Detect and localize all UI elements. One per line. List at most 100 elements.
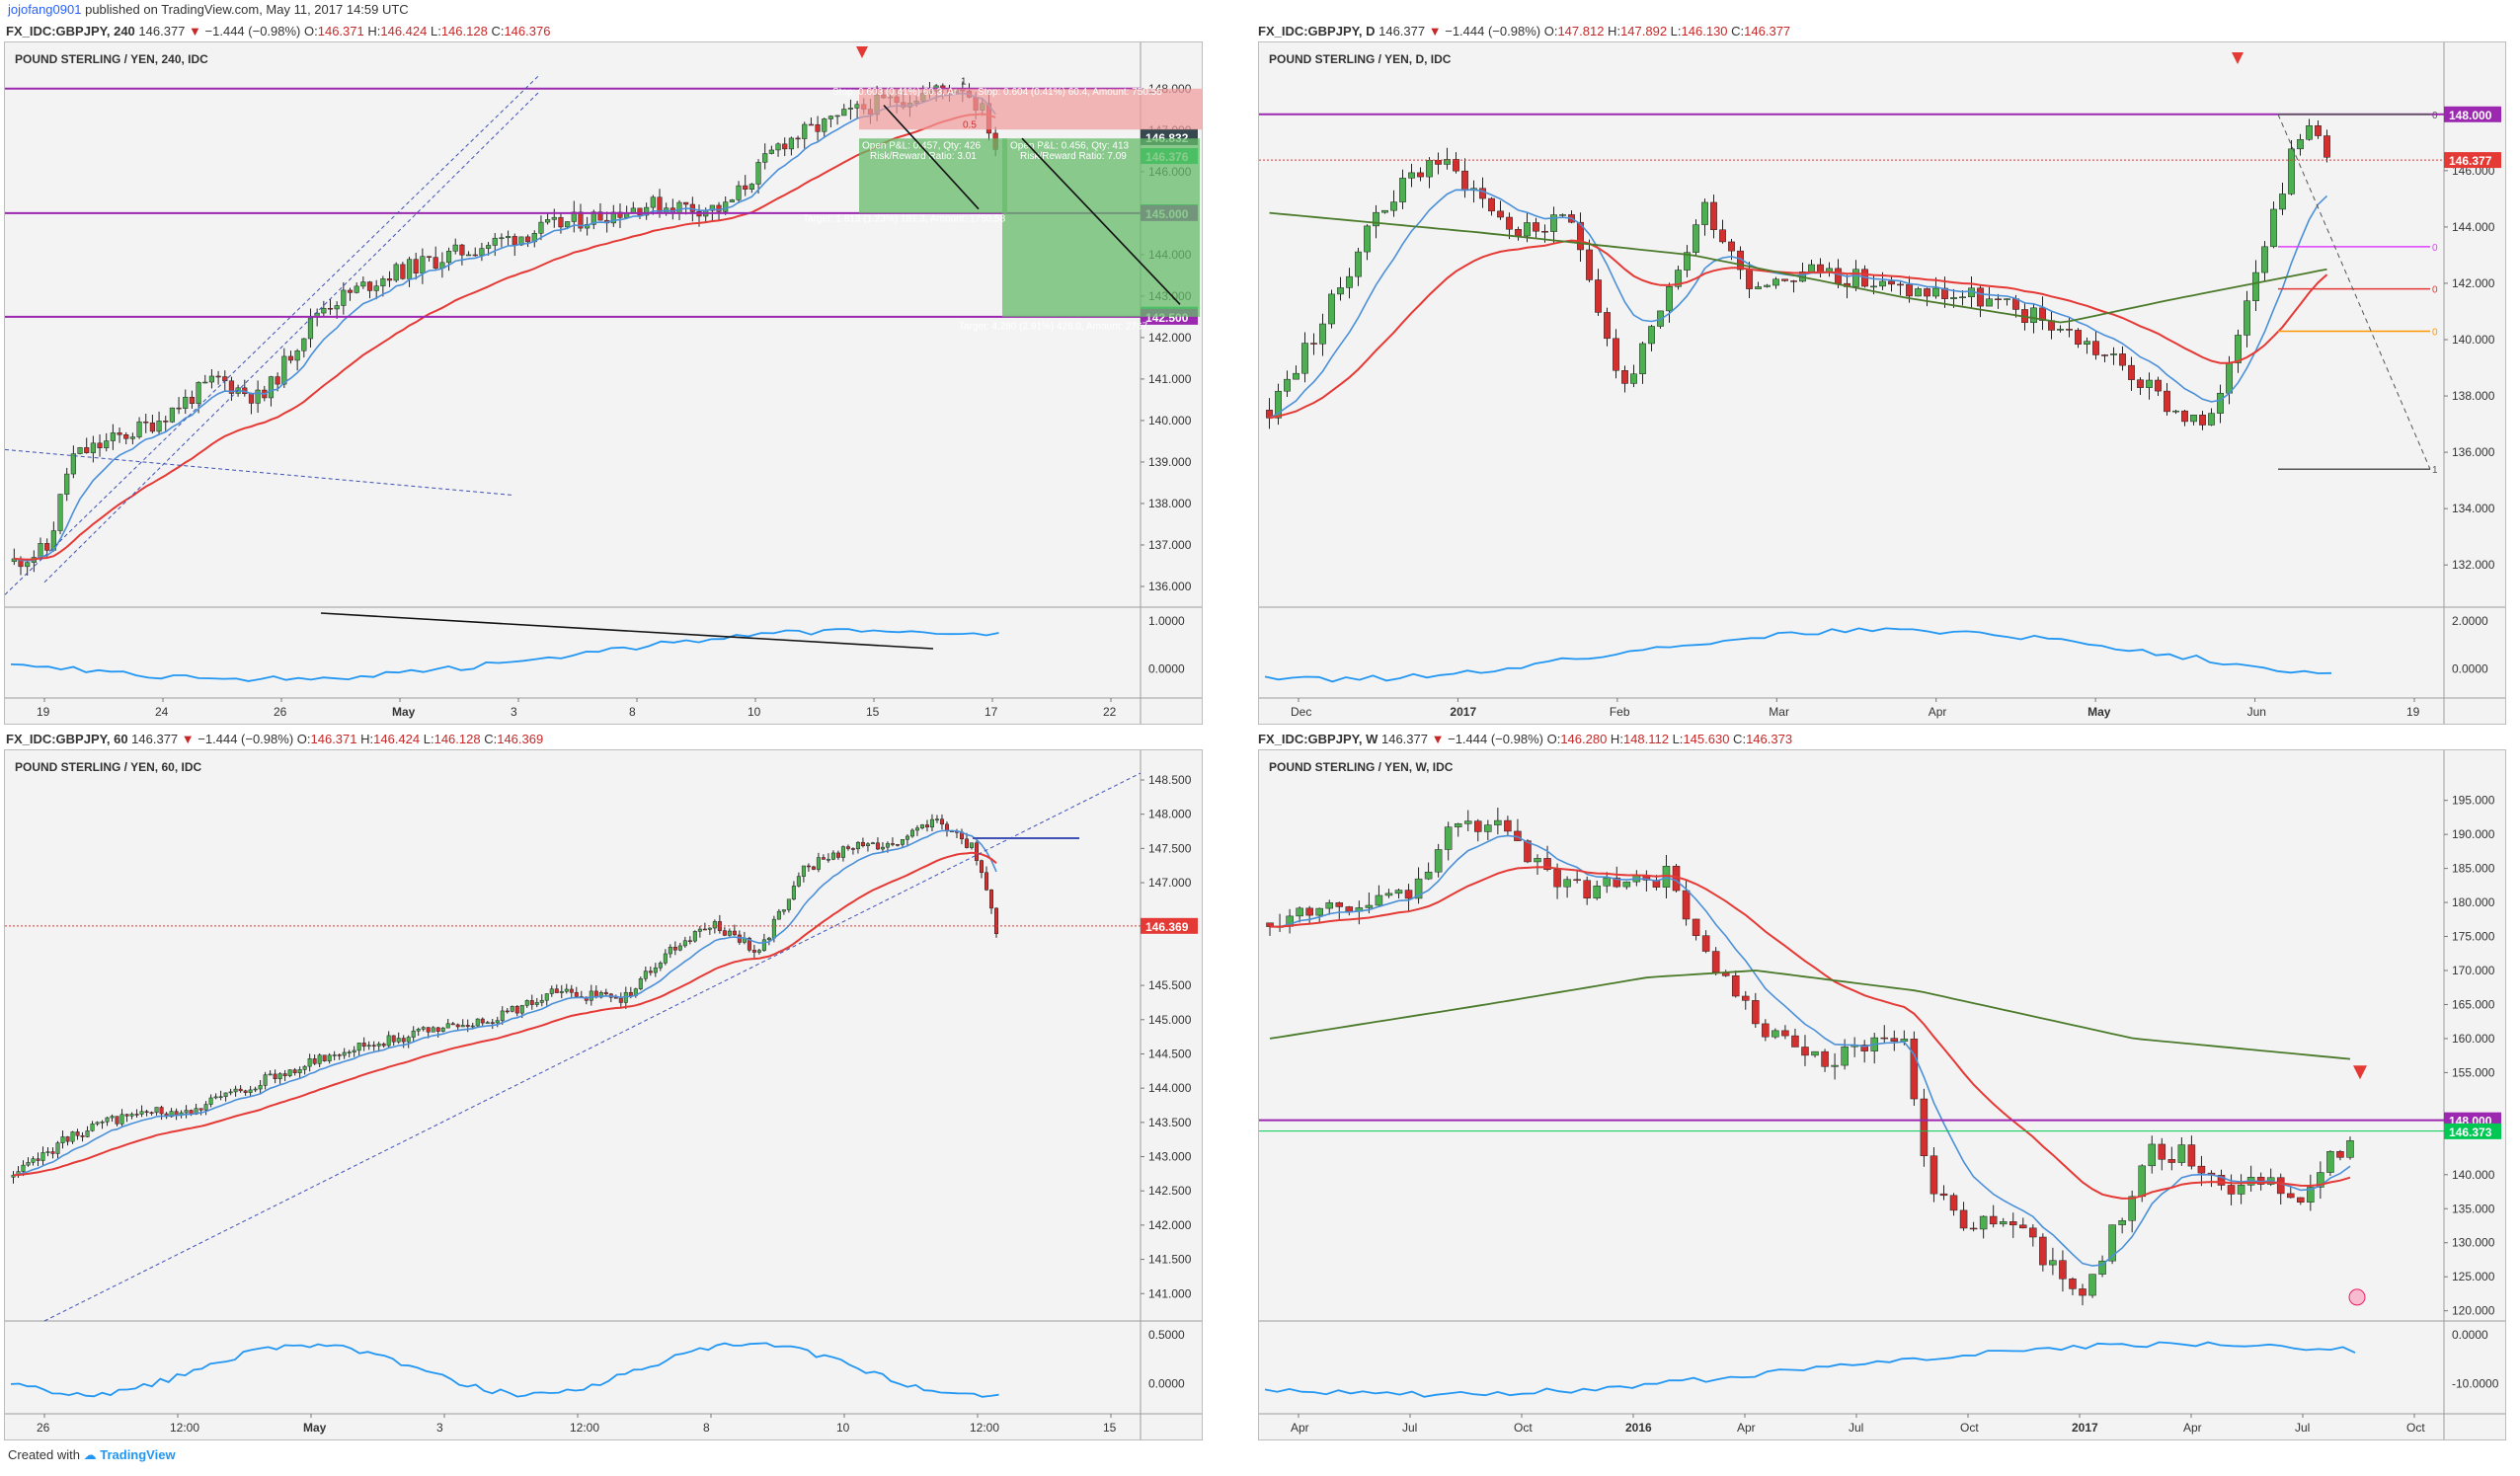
candle — [781, 909, 786, 912]
candle — [845, 846, 850, 849]
candle — [1711, 951, 1720, 972]
candle — [44, 543, 50, 551]
candle — [2039, 1236, 2047, 1266]
candle — [1746, 269, 1753, 289]
candle — [301, 338, 307, 351]
candle — [90, 1124, 95, 1131]
candle — [213, 1096, 218, 1099]
candle — [653, 967, 658, 973]
candle — [1762, 1023, 1770, 1038]
author-link[interactable]: jojofang0901 — [8, 2, 82, 17]
y-tick-label: 170.000 — [2452, 964, 2495, 977]
x-tick-label: Mar — [1769, 705, 1789, 719]
candle — [525, 236, 531, 243]
x-tick-label: May — [392, 705, 416, 719]
candle — [1613, 877, 1621, 888]
candle — [854, 104, 860, 109]
ema-fast-line — [1270, 834, 2351, 1267]
candle — [1364, 225, 1371, 253]
y-tick-label: 185.000 — [2452, 862, 2495, 876]
chart-panel-240[interactable]: POUND STERLING / YEN, 240, IDC 148.000 14… — [4, 41, 1203, 725]
chart-panel-weekly[interactable]: POUND STERLING / YEN, W, IDC 195.000 190.… — [1258, 749, 2506, 1440]
candle — [97, 442, 103, 448]
candle — [287, 355, 294, 361]
x-tick-label: Dec — [1291, 705, 1311, 719]
candle — [1684, 252, 1691, 271]
x-tick-label: 10 — [748, 705, 761, 719]
candle — [321, 307, 327, 314]
x-tick-label: 8 — [629, 705, 636, 719]
candle — [729, 199, 735, 202]
candle — [1860, 1045, 1868, 1051]
chart-canvas-daily[interactable]: 146.000144.000142.000140.000138.000136.0… — [1259, 42, 2505, 724]
chart-canvas-60[interactable]: 148.500 148.000 147.500 147.000 145.500 145.0… — [5, 750, 1202, 1439]
osc-tick-label: -10.0000 — [2452, 1377, 2499, 1391]
price-label-box — [2444, 152, 2501, 169]
candle — [1434, 849, 1443, 873]
candle — [1533, 222, 1539, 232]
candle — [169, 1111, 174, 1118]
candle — [169, 407, 175, 423]
candle — [1841, 1046, 1849, 1066]
chart-panel-60[interactable]: POUND STERLING / YEN, 60, IDC 148.500 148… — [4, 749, 1203, 1440]
chart-panel-daily[interactable]: POUND STERLING / YEN, D, IDC 146.000 144.… — [1258, 41, 2506, 725]
candle — [1375, 894, 1383, 906]
tradingview-logo[interactable]: ☁ TradingView — [83, 1447, 176, 1462]
candle — [465, 254, 472, 257]
x-tick-label: 10 — [836, 1421, 850, 1435]
candle — [1524, 840, 1532, 863]
candle — [253, 1088, 258, 1091]
candle — [1319, 323, 1326, 345]
candle — [129, 436, 135, 439]
candle — [1365, 904, 1374, 908]
candle — [2108, 1224, 2116, 1262]
candle — [795, 137, 801, 140]
price-label-box — [2444, 1123, 2501, 1139]
chart-canvas-weekly[interactable]: 195.000 190.000 185.000 180.000 175.000 170.0… — [1259, 750, 2505, 1439]
candle — [65, 1136, 70, 1142]
candle — [2208, 413, 2215, 426]
candle — [689, 203, 695, 212]
chart-canvas-240[interactable]: 148.000147.000146.000145.000144.000143.0… — [5, 42, 1202, 724]
y-tick-label: 141.000 — [1148, 1286, 1192, 1300]
candle — [637, 207, 643, 216]
candle — [2226, 362, 2233, 394]
candle — [974, 842, 979, 861]
candle — [124, 1114, 129, 1117]
candle — [413, 259, 419, 273]
candle — [77, 447, 83, 454]
candle — [202, 381, 208, 384]
candle — [747, 937, 751, 951]
candle — [85, 1130, 90, 1137]
candle — [732, 930, 737, 936]
candle — [743, 185, 748, 190]
candle — [371, 1045, 376, 1047]
candle — [865, 843, 870, 846]
candle — [2029, 1227, 2037, 1238]
candle — [431, 1027, 435, 1033]
candle — [682, 940, 687, 947]
candle — [644, 206, 650, 216]
candle — [1424, 871, 1433, 880]
candle — [223, 1092, 228, 1097]
candle — [782, 143, 788, 150]
candle — [2155, 379, 2162, 392]
candle — [618, 997, 623, 1003]
candle — [1781, 1030, 1789, 1037]
candle — [677, 945, 682, 951]
candle — [1461, 170, 1468, 192]
candle — [307, 316, 314, 340]
candle — [1506, 216, 1513, 230]
candle — [613, 997, 618, 999]
y-tick-label: 143.000 — [1148, 1150, 1192, 1164]
candle — [40, 1152, 45, 1161]
candle — [38, 543, 43, 558]
candle — [1284, 378, 1291, 392]
candle — [1929, 1155, 1938, 1195]
candle — [1781, 278, 1788, 281]
candle — [1488, 197, 1495, 212]
candle — [1328, 293, 1335, 325]
candle — [2098, 1260, 2106, 1275]
candle — [1752, 1000, 1760, 1025]
candle — [287, 1069, 292, 1076]
